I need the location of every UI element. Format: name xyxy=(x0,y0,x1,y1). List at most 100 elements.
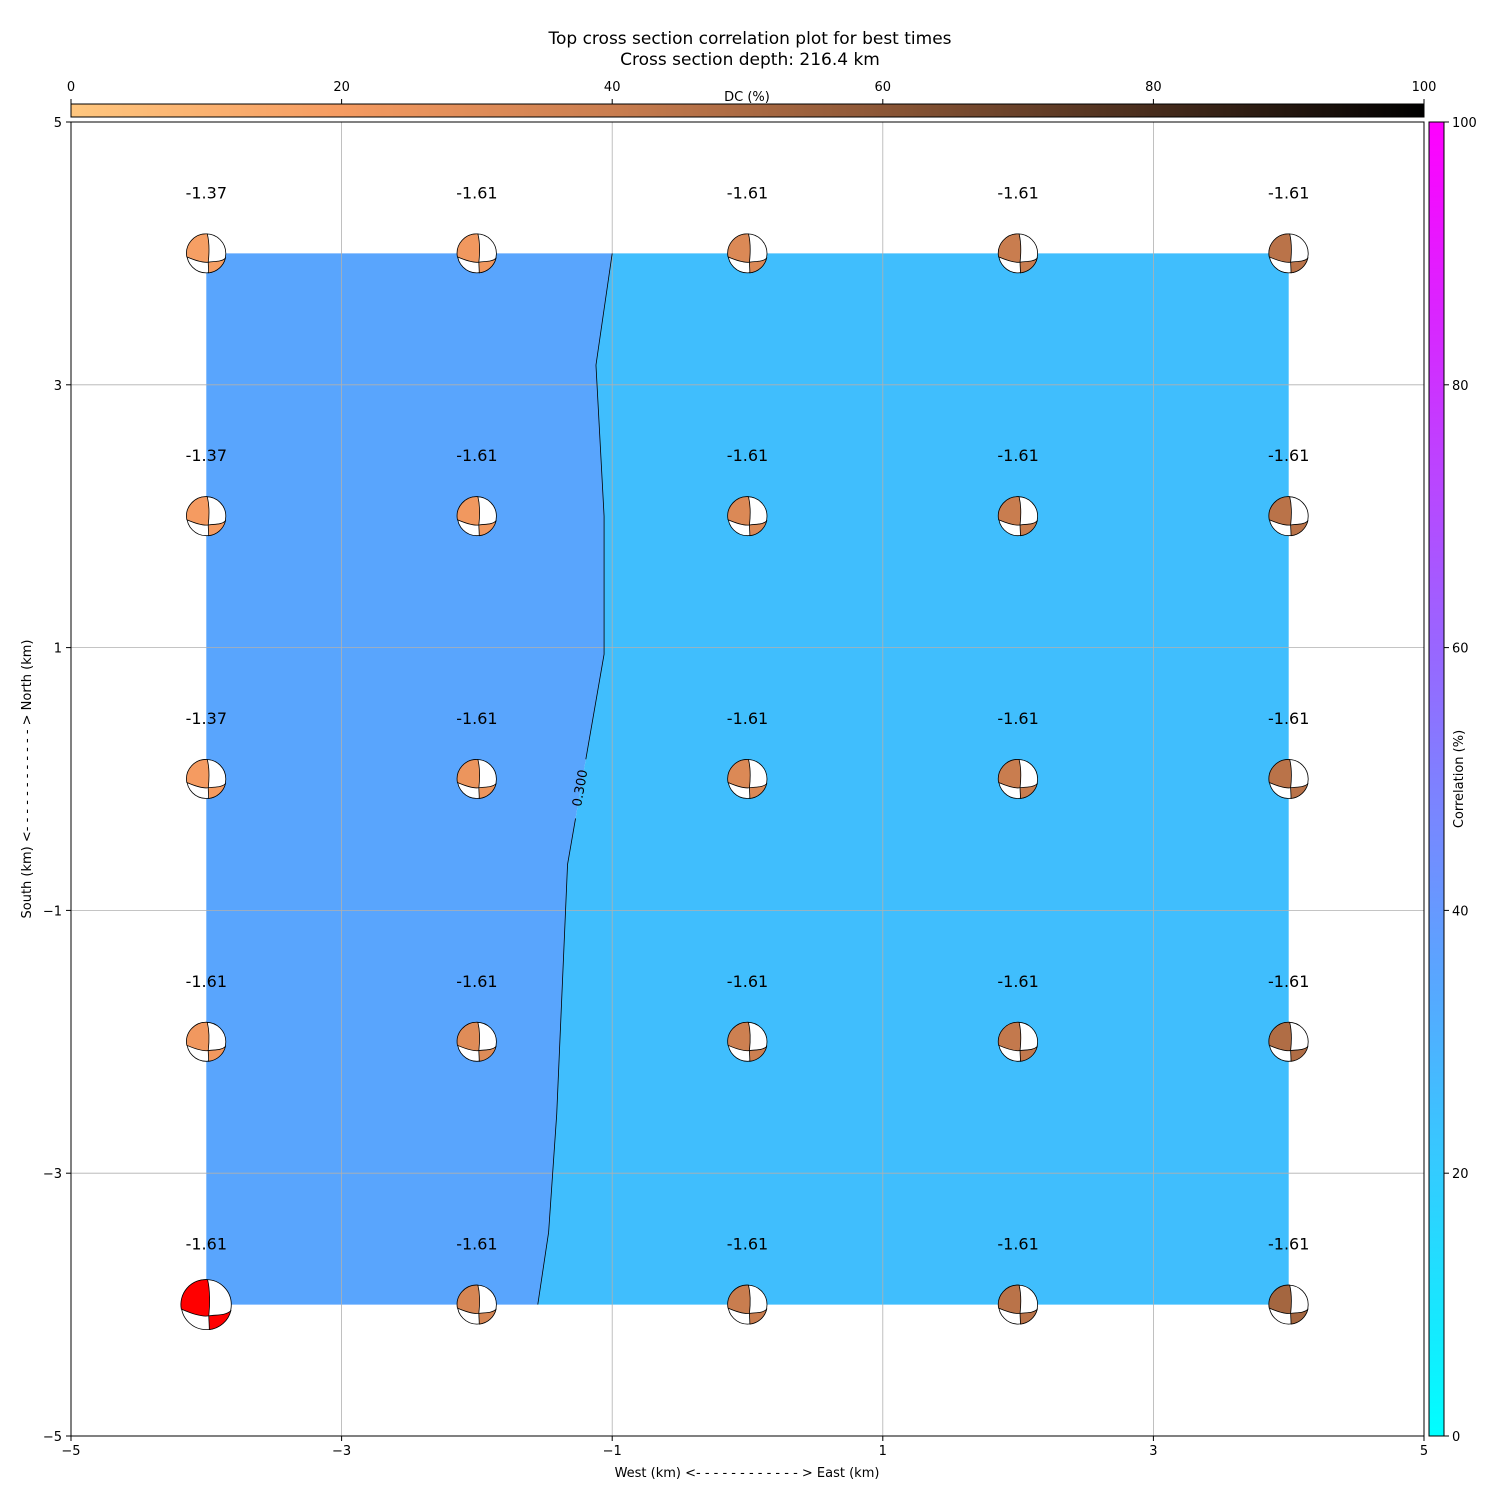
beachball-quadrant xyxy=(1268,496,1292,526)
beachball-quadrant xyxy=(997,1021,1022,1052)
beachball-icon xyxy=(997,233,1038,274)
beachball-quadrant xyxy=(727,233,751,263)
depth-value-label: -1.61 xyxy=(997,709,1038,728)
beachball-icon xyxy=(997,1284,1038,1325)
beachball-quadrant xyxy=(207,519,227,537)
beachball-quadrant xyxy=(727,496,751,526)
depth-value-label: -1.61 xyxy=(997,183,1038,202)
beachball-quadrant xyxy=(478,1308,497,1325)
depth-value-label: -1.61 xyxy=(1268,183,1309,202)
beachball-quadrant xyxy=(1268,233,1292,263)
beachball-quadrant xyxy=(727,759,751,789)
beachball-icon xyxy=(997,759,1038,799)
correlation-colorbar: Correlation (%) 0 20 40 60 80 100 xyxy=(1428,116,1477,1445)
beachball-quadrant xyxy=(727,1021,751,1052)
dc-colorbar-label: DC (%) xyxy=(724,90,770,105)
beachball-quadrant xyxy=(456,759,480,789)
depth-value-label: -1.61 xyxy=(997,972,1038,991)
beachball-quadrant xyxy=(997,233,1022,263)
beachball-quadrant xyxy=(186,496,210,526)
contour-label: 0.300 xyxy=(570,769,591,808)
beachball-quadrant xyxy=(1290,519,1309,537)
x-tick-label: −5 xyxy=(61,1444,80,1459)
depth-value-label: -1.61 xyxy=(456,709,497,728)
dc-tick-label: 20 xyxy=(333,80,350,95)
chart-title: Top cross section correlation plot for b… xyxy=(547,29,951,49)
beachball-quadrant xyxy=(749,1308,768,1325)
beachball-quadrant xyxy=(1290,257,1309,274)
depth-value-label: -1.61 xyxy=(1268,1235,1309,1254)
beachball-quadrant xyxy=(478,782,497,799)
beachball-icon xyxy=(997,496,1038,537)
correlation-tick-label: 40 xyxy=(1452,904,1469,919)
beachball-quadrant xyxy=(207,1045,227,1062)
beachball-quadrant xyxy=(1268,1021,1292,1052)
beachball-quadrant xyxy=(456,233,480,263)
beachball-quadrant xyxy=(1019,257,1038,274)
chart-subtitle: Cross section depth: 216.4 km xyxy=(620,50,880,70)
beachball-quadrant xyxy=(1290,1308,1309,1325)
depth-value-label: -1.61 xyxy=(727,1235,768,1254)
correlation-tick-label: 100 xyxy=(1452,116,1477,131)
beachball-quadrant xyxy=(478,519,497,537)
contour-line xyxy=(585,253,613,760)
beachball-icon xyxy=(186,233,227,274)
y-tick-label: −1 xyxy=(43,904,62,919)
beachball-icon xyxy=(1268,496,1309,537)
beachball-quadrant xyxy=(749,1045,768,1062)
depth-value-label: -1.61 xyxy=(1268,709,1309,728)
beachball-icon xyxy=(456,759,497,799)
beachball-icon xyxy=(727,1284,768,1325)
contour-line xyxy=(537,818,576,1305)
depth-value-label: -1.61 xyxy=(456,446,497,465)
beachball-quadrant xyxy=(208,1309,232,1331)
beachball-icon xyxy=(456,233,497,274)
x-tick-label: 5 xyxy=(1420,1444,1428,1459)
correlation-tick-label: 80 xyxy=(1452,379,1469,394)
beachball-quadrant xyxy=(749,519,768,537)
depth-value-label: -1.37 xyxy=(186,446,227,465)
dc-tick-label: 60 xyxy=(875,80,892,95)
x-tick-label: 3 xyxy=(1149,1444,1157,1459)
beachball-icon xyxy=(1268,233,1309,274)
beachball-icon xyxy=(186,759,227,799)
beachball-quadrant xyxy=(186,759,210,789)
depth-value-label: -1.61 xyxy=(727,446,768,465)
beachball-quadrant xyxy=(456,496,480,526)
beachball-icon xyxy=(727,1021,768,1062)
correlation-region-low xyxy=(206,253,613,1305)
dc-tick-label: 80 xyxy=(1145,80,1162,95)
correlation-colorbar-label: Correlation (%) xyxy=(1452,730,1467,828)
beachball-quadrant xyxy=(1268,1284,1292,1314)
beachball-quadrant xyxy=(478,257,497,274)
x-tick-label: 1 xyxy=(879,1444,887,1459)
correlation-tick-label: 20 xyxy=(1452,1167,1469,1182)
beachball-quadrant xyxy=(997,759,1022,789)
beachball-quadrant xyxy=(180,1279,211,1317)
beachball-quadrant xyxy=(1019,519,1038,537)
depth-value-label: -1.61 xyxy=(727,972,768,991)
beachball-quadrant xyxy=(1019,1308,1038,1325)
beachball-quadrant xyxy=(1268,759,1292,789)
depth-value-label: -1.37 xyxy=(186,709,227,728)
plot-area: 0.300 -1.37 -1.61 -1.61 -1.61 -1.61 -1.37 -1.6… xyxy=(43,116,1428,1459)
beachball-icon xyxy=(186,1021,227,1062)
beachball-quadrant xyxy=(997,496,1022,526)
correlation-colorbar-gradient xyxy=(1428,121,1445,1437)
beachball-icon xyxy=(1268,759,1309,799)
beachball-quadrant xyxy=(186,233,210,263)
beachball-quadrant xyxy=(1019,1045,1038,1062)
dc-tick-label: 40 xyxy=(604,80,621,95)
beachball-quadrant xyxy=(478,1045,497,1062)
dc-tick-label: 0 xyxy=(67,80,75,95)
depth-value-label: -1.61 xyxy=(997,1235,1038,1254)
depth-value-label: -1.61 xyxy=(1268,972,1309,991)
beachball-quadrant xyxy=(456,1021,480,1052)
beachball-quadrant xyxy=(1019,782,1038,799)
beachball-icon xyxy=(727,759,768,799)
beachball-icon xyxy=(186,496,227,537)
beachball-quadrant xyxy=(749,257,768,274)
depth-value-label: -1.61 xyxy=(186,972,227,991)
beachball-icon xyxy=(727,496,768,537)
